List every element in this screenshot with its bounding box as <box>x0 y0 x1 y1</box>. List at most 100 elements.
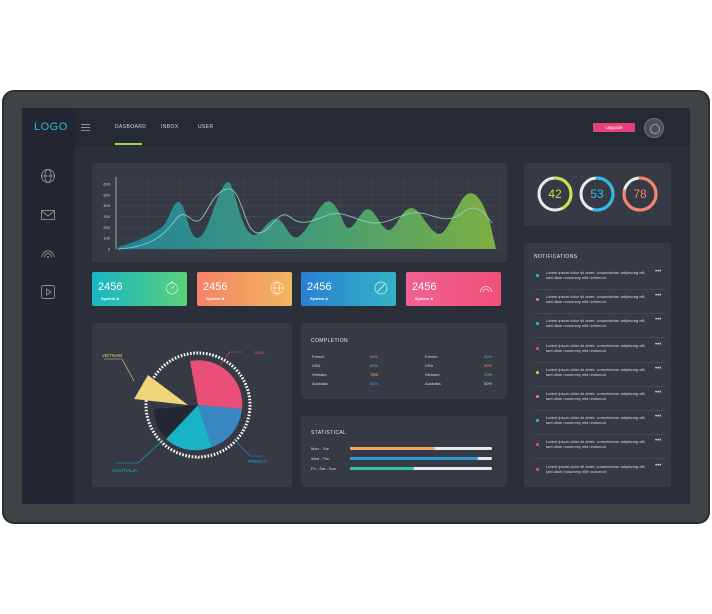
stat-label: System B <box>206 296 225 301</box>
more-options-icon[interactable]: ••• <box>655 269 662 275</box>
notification-item[interactable]: Lorem ipsum dolor sit amet, consectetuer… <box>531 269 671 291</box>
gauges: 42 53 78 <box>537 176 658 212</box>
pie-label-french: FRENCH <box>248 459 267 464</box>
stat-label: System A <box>310 296 329 301</box>
signal-icon <box>480 286 492 293</box>
completion-percent: 90% <box>484 363 493 368</box>
nav-dashboard[interactable]: DASBOARD <box>115 124 147 145</box>
area-chart-panel: 600 500 400 300 200 100 0 <box>92 163 507 262</box>
completion-percent: 40% <box>484 354 493 359</box>
notification-item[interactable]: Lorem ipsum dolor sit amet, consectetuer… <box>531 414 671 436</box>
pie-label-australia: AUSTRALIA <box>112 468 137 473</box>
notification-item[interactable]: Lorem ipsum dolor sit amet, consectetuer… <box>531 438 671 460</box>
stat-label: System A <box>101 296 120 301</box>
notification-item[interactable]: Lorem ipsum dolor sit amet, consectetuer… <box>531 317 671 339</box>
y-tick-label: 300 <box>103 214 110 219</box>
signal-icon[interactable] <box>40 245 56 261</box>
more-options-icon[interactable]: ••• <box>655 293 662 300</box>
stat-value: 2456 <box>412 281 437 293</box>
y-tick-label: 500 <box>103 192 110 197</box>
more-options-icon[interactable]: ••• <box>655 390 662 396</box>
notification-item[interactable]: Lorem ipsum dolor sit amet, consectetuer… <box>531 342 671 364</box>
notifications-title: NOTIFICATIONS <box>534 254 578 260</box>
pie-slice-french <box>198 405 242 447</box>
top-bar <box>22 108 690 146</box>
nav-inbox[interactable]: INBOX <box>161 124 179 130</box>
divider <box>534 458 666 460</box>
statistical-label: Mon - Tue <box>311 446 330 451</box>
pie-slice-australia <box>166 405 212 451</box>
notification-dot-icon <box>536 419 539 423</box>
stat-card-system-a-2[interactable]: 2456 System A <box>301 272 396 306</box>
statistical-label: Wed - Thu <box>311 456 330 461</box>
globe-icon[interactable] <box>40 168 56 184</box>
hamburger-menu-icon[interactable] <box>81 124 90 131</box>
line-series <box>117 188 493 250</box>
pie-dotted-ring <box>144 351 252 459</box>
logo: LOGO <box>34 121 68 133</box>
play-icon[interactable] <box>40 284 56 300</box>
stat-card-system-a-3[interactable]: 2456 System A <box>406 272 501 306</box>
statistical-title: STATISTICAL <box>311 430 347 436</box>
notification-item[interactable]: Lorem ipsum dolor sit amet, consectetuer… <box>531 463 671 485</box>
pie-chart-panel: VIETNAM USA FRENCH AUSTRALIA <box>92 323 292 487</box>
gauge-value: 78 <box>633 187 647 201</box>
divider <box>534 337 666 339</box>
stat-card-system-b[interactable]: 2456 System B <box>197 272 292 306</box>
completion-country: Australia <box>425 381 441 386</box>
y-tick-label: 100 <box>103 236 110 241</box>
divider <box>534 410 666 411</box>
statistical-bar-fill <box>350 467 414 470</box>
completion-panel: COMPLETION French 40% USA 90% Vietnam 70% Aust… <box>301 323 507 399</box>
completion-country: Australia <box>312 381 328 386</box>
divider <box>534 434 666 436</box>
statistical-panel: STATISTICAL <box>301 416 507 487</box>
notification-item[interactable]: Lorem ipsum dolor sit amet, consectetuer… <box>531 366 671 388</box>
completion-percent: 50% <box>484 381 493 386</box>
divider <box>534 313 666 315</box>
compass-icon <box>374 281 388 295</box>
notification-text: Lorem ipsum dolor sit amet, consectetuer… <box>546 318 646 329</box>
pie-slice-vietnam <box>134 375 188 405</box>
completion-country: Vietnam <box>312 372 327 377</box>
upgrade-button[interactable]: Upgrade <box>593 123 635 132</box>
y-tick-label: 600 <box>103 182 110 187</box>
gauges-panel: 42 53 78 <box>524 163 671 226</box>
more-options-icon[interactable]: ••• <box>655 365 662 372</box>
more-options-icon[interactable]: ••• <box>655 438 662 445</box>
statistical-bar-fill <box>350 457 478 460</box>
more-options-icon[interactable]: ••• <box>655 317 662 324</box>
mail-icon[interactable] <box>40 207 56 223</box>
avatar[interactable] <box>644 118 664 138</box>
gauge-42: 42 <box>537 176 573 212</box>
y-tick-label: 0 <box>108 247 111 252</box>
stat-label: System A <box>415 296 434 301</box>
notification-text: Lorem ipsum dolor sit amet, consectetuer… <box>546 391 646 401</box>
more-options-icon[interactable]: ••• <box>655 341 662 348</box>
notification-dot-icon <box>536 322 539 326</box>
more-options-icon[interactable]: ••• <box>655 414 662 421</box>
completion-percent: 50% <box>370 381 379 386</box>
nav-user[interactable]: USER <box>198 124 214 130</box>
area-chart: 600 500 400 300 200 100 0 <box>103 177 501 252</box>
notification-dot-icon <box>536 395 539 398</box>
notification-text: Lorem ipsum dolor sit amet, consectetuer… <box>546 270 646 280</box>
notification-text: Lorem ipsum dolor sit amet, consectetuer… <box>546 415 646 426</box>
statistical-label: Fri - Sat - Sun <box>311 466 336 471</box>
divider <box>534 385 666 387</box>
notification-dot-icon <box>536 298 539 302</box>
stat-card-system-a[interactable]: 2456 System A <box>92 272 187 306</box>
notification-item[interactable]: Lorem ipsum dolor sit amet, consectetuer… <box>531 293 671 315</box>
gauge-78: 78 <box>622 176 658 212</box>
notification-item[interactable]: Lorem ipsum dolor sit amet, consectetuer… <box>531 390 671 412</box>
statistical-bar <box>350 457 492 460</box>
gauge-53: 53 <box>579 176 615 212</box>
notification-dot-icon <box>536 370 539 374</box>
y-tick-label: 400 <box>103 203 110 208</box>
pie-slice-dark <box>154 405 198 439</box>
divider <box>534 361 666 363</box>
more-options-icon[interactable]: ••• <box>655 462 662 469</box>
notification-text: Lorem ipsum dolor sit amet, consectetuer… <box>546 294 646 305</box>
notification-dot-icon <box>536 346 539 350</box>
completion-country: Vietnam <box>425 372 440 377</box>
